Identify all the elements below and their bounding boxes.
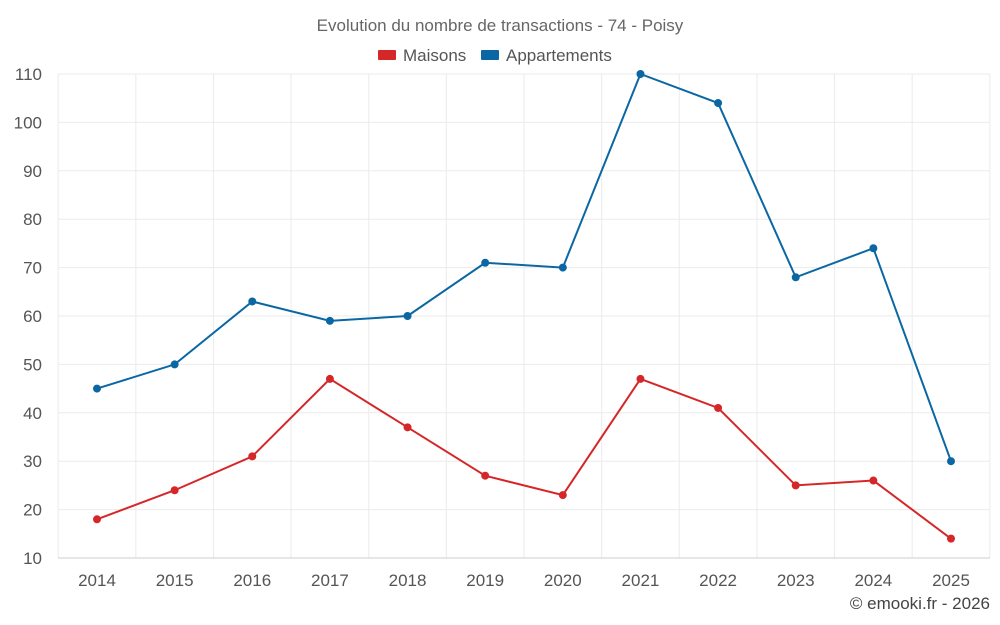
y-tick-label: 50 [23,355,42,374]
data-point-appartements [403,312,412,320]
y-tick-label: 90 [23,162,42,181]
data-point-appartements [248,297,257,306]
data-point-maisons [170,486,179,495]
series-appartements [93,70,955,466]
data-point-maisons [558,491,567,500]
series-layer [93,70,955,543]
legend-label-maisons: Maisons [403,46,466,65]
data-point-maisons [481,471,490,480]
legend-swatch-appartements [481,50,499,60]
x-tick-label: 2016 [233,571,271,590]
x-tick-label: 2019 [466,571,504,590]
y-tick-label: 40 [23,404,42,423]
y-axis-ticks: 10 20 30 40 50 60 70 80 90 100 110 [14,65,42,568]
x-tick-label: 2020 [544,571,582,590]
credit-label: © emooki.fr - 2026 [850,594,990,613]
x-tick-label: 2018 [389,571,427,590]
grid [57,73,991,559]
data-point-appartements [636,70,645,78]
series-maisons [93,374,955,543]
x-tick-label: 2014 [78,571,116,590]
legend: Maisons Appartements [378,46,612,65]
x-tick-label: 2023 [777,571,815,590]
data-point-appartements [170,360,179,369]
y-tick-label: 20 [23,501,42,520]
chart-title: Evolution du nombre de transactions - 74… [317,16,684,35]
y-tick-label: 100 [14,113,42,132]
y-tick-label: 10 [23,549,42,568]
legend-item-appartements: Appartements [481,46,612,65]
x-axis-ticks: 2014 2015 2016 2017 2018 2019 2020 2021 2022 2023… [78,571,970,590]
x-tick-label: 2015 [156,571,194,590]
data-point-appartements [325,316,334,325]
data-point-maisons [869,476,878,485]
data-point-maisons [636,374,645,383]
legend-swatch-maisons [378,50,396,60]
x-tick-label: 2022 [699,571,737,590]
data-point-maisons [93,515,101,524]
y-tick-label: 60 [23,307,42,326]
data-point-maisons [714,403,723,412]
data-point-appartements [93,384,101,393]
data-point-appartements [481,258,490,267]
data-point-maisons [325,374,334,383]
data-point-appartements [947,457,955,466]
y-tick-label: 70 [23,259,42,278]
x-tick-label: 2025 [932,571,970,590]
data-point-maisons [947,534,955,543]
y-tick-label: 80 [23,210,42,229]
x-tick-label: 2024 [854,571,892,590]
x-tick-label: 2021 [622,571,660,590]
data-point-appartements [714,99,723,108]
data-point-appartements [869,244,878,253]
legend-item-maisons: Maisons [378,46,466,65]
data-point-appartements [791,273,800,282]
y-tick-label: 110 [15,65,42,84]
legend-label-appartements: Appartements [506,46,612,65]
series-line-appartements [96,72,952,462]
data-point-maisons [403,423,412,432]
data-point-maisons [248,452,257,461]
y-tick-label: 30 [23,452,42,471]
x-tick-label: 2017 [311,571,349,590]
data-point-maisons [791,481,800,490]
series-line-maisons [96,377,952,540]
data-point-appartements [558,263,567,272]
